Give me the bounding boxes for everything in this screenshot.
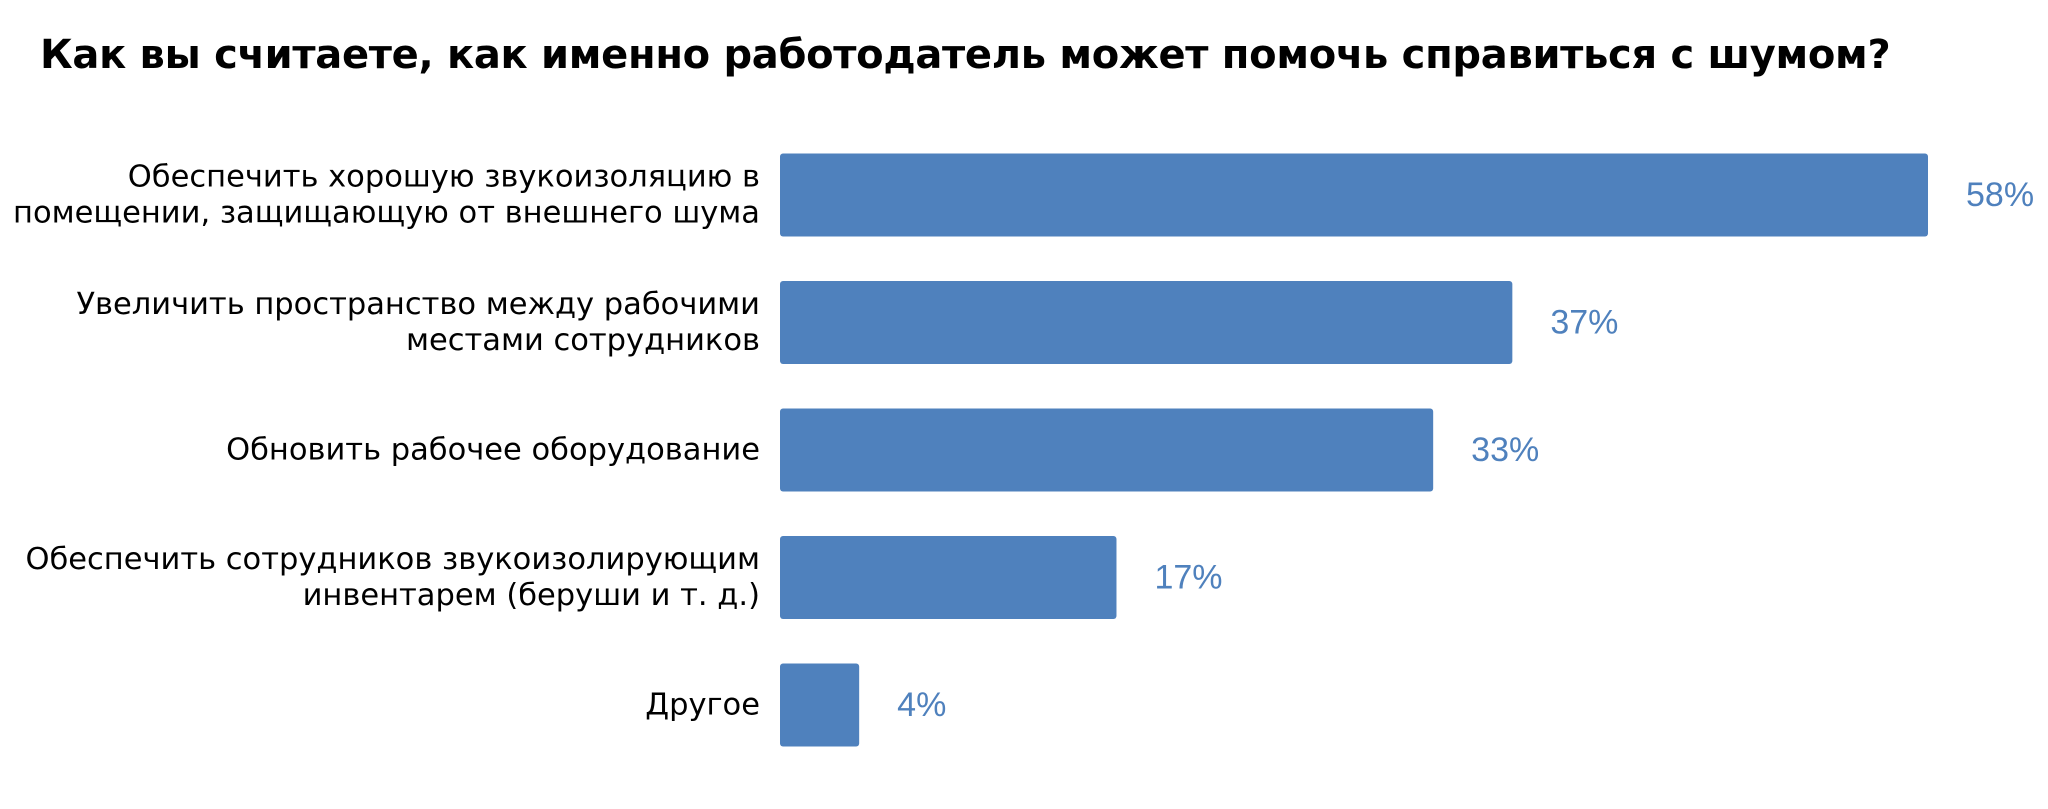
bar-5	[780, 663, 860, 747]
bar-4	[780, 536, 1117, 619]
bar-3	[780, 408, 1434, 492]
bar-1	[780, 153, 1928, 237]
category-label-line: Обеспечить хорошую звукоизоляцию в	[128, 160, 760, 195]
category-label-3: Обновить рабочее оборудование	[226, 433, 760, 468]
category-labels: Обеспечить хорошую звукоизоляцию в помеще…	[13, 160, 760, 723]
value-label-5: 4%	[897, 686, 946, 724]
category-label-line: Обеспечить сотрудников звукоизолирующим	[25, 542, 760, 577]
category-label-line: инвентарем (беруши и т. д.)	[303, 578, 760, 613]
value-label-3: 33%	[1471, 431, 1539, 469]
bar-2	[780, 281, 1513, 364]
category-label-5: Другое	[645, 688, 760, 723]
category-label-1: Обеспечить хорошую звукоизоляцию в помеще…	[13, 160, 760, 231]
category-label-2: Увеличить пространство между рабочими мес…	[76, 287, 760, 358]
value-label-1: 58%	[1966, 176, 2034, 214]
category-label-4: Обеспечить сотрудников звукоизолирующим и…	[25, 542, 760, 613]
bars	[780, 153, 1928, 747]
category-label-line: Увеличить пространство между рабочими	[76, 287, 760, 322]
value-label-2: 37%	[1550, 304, 1618, 342]
category-label-line: местами сотрудников	[406, 323, 760, 358]
category-label-line: Обновить рабочее оборудование	[226, 433, 760, 468]
category-label-line: Другое	[645, 688, 760, 723]
chart-title: Как вы считаете, как именно работодатель…	[40, 32, 1891, 78]
category-label-line: помещении, защищающую от внешнего шума	[13, 196, 760, 231]
value-label-4: 17%	[1154, 559, 1222, 597]
value-labels: 58% 37% 33% 17% 4%	[897, 176, 2034, 724]
